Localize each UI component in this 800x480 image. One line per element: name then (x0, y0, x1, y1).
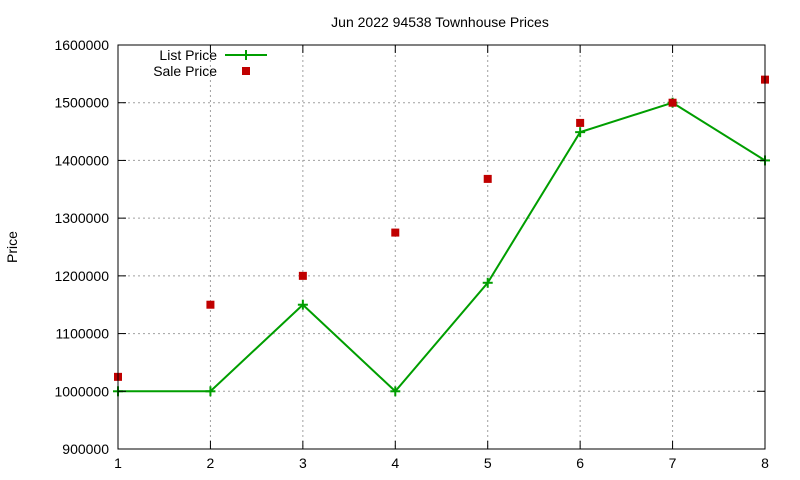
sale-price-point (206, 300, 215, 309)
series-0 (113, 97, 770, 397)
list-price-line (118, 101, 766, 393)
axis-ticks: 900000 1000000 1100000 1200000 1300000 140000… (54, 37, 769, 471)
y-tick-label: 1600000 (54, 37, 109, 53)
sale-price-point (483, 174, 492, 183)
y-tick-label: 1500000 (54, 95, 109, 111)
y-tick-label: 1000000 (54, 383, 109, 399)
legend-label: Sale Price (153, 63, 217, 79)
y-tick-label: 1200000 (54, 268, 109, 284)
sale-price-point (391, 228, 400, 237)
x-tick-label: 6 (576, 455, 584, 471)
plot-series (113, 75, 770, 397)
legend-swatch-square (242, 67, 250, 75)
x-tick-label: 8 (761, 455, 769, 471)
chart-title: Jun 2022 94538 Townhouse Prices (331, 14, 549, 30)
x-tick-label: 4 (391, 455, 399, 471)
series-1 (114, 75, 769, 381)
x-tick-label: 7 (669, 455, 677, 471)
y-tick-label: 1300000 (54, 210, 109, 226)
y-tick-label: 1400000 (54, 152, 109, 168)
sale-price-point (298, 271, 307, 280)
y-tick-label: 900000 (62, 441, 109, 457)
y-axis-label: Price (4, 231, 20, 263)
x-tick-label: 3 (299, 455, 307, 471)
sale-price-point (576, 118, 585, 127)
y-tick-label: 1100000 (56, 326, 110, 342)
grid-lines (118, 45, 765, 449)
x-tick-label: 2 (207, 455, 215, 471)
x-tick-label: 1 (114, 455, 122, 471)
sale-price-point (668, 98, 677, 107)
x-tick-label: 5 (484, 455, 492, 471)
legend-label: List Price (159, 47, 217, 63)
plot-frame (117, 44, 766, 450)
